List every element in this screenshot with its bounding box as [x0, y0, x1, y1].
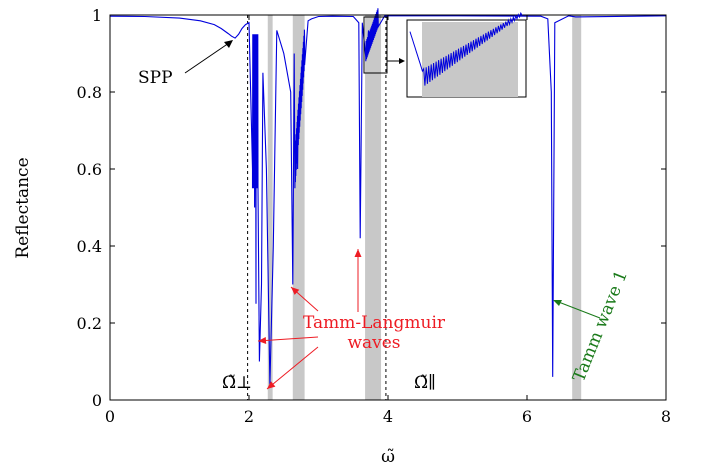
- omega-par-label: Ω̃∥: [414, 373, 436, 393]
- tamm-wave-arrow: [555, 300, 601, 319]
- x-axis-label: ω̃: [381, 447, 395, 467]
- tick-group: 0 2 4 6 8 0 0.2 0.4 0.6 0.8 1: [77, 6, 672, 426]
- inset-plot: [406, 11, 527, 98]
- gray-band: [572, 15, 582, 400]
- y-tick-label: 0: [92, 391, 102, 410]
- waves-label: waves: [347, 333, 400, 353]
- spp-arrow-head: [224, 40, 233, 48]
- zoom-box: [363, 16, 388, 74]
- tamm-langmuir-arrows: [257, 249, 362, 390]
- inset-line: [409, 11, 523, 86]
- x-tick-label: 0: [105, 407, 115, 426]
- y-tick-label: 0.4: [77, 237, 102, 256]
- red-arrow-head: [354, 249, 362, 257]
- inset-gray-band: [422, 22, 518, 97]
- y-tick-label: 0.8: [77, 83, 102, 102]
- y-axis-label: Reflectance: [13, 157, 33, 258]
- red-arrow-head: [291, 287, 300, 295]
- gray-band: [292, 15, 305, 400]
- omega-perp-label: Ω̃⊥: [222, 373, 252, 393]
- reflectance-line: [109, 8, 667, 385]
- red-arrow-head: [267, 381, 276, 389]
- x-tick-label: 4: [383, 407, 393, 426]
- tamm-langmuir-label: Tamm-Langmuir: [303, 313, 446, 333]
- tamm-wave-arrow-head: [553, 300, 562, 306]
- red-arrow-head: [258, 336, 267, 344]
- dashed-line-group: [247, 15, 387, 400]
- y-tick-label: 0.2: [77, 314, 102, 333]
- red-arrow: [257, 336, 319, 342]
- gray-band: [365, 15, 382, 400]
- spp-arrow: [184, 42, 230, 74]
- spp-annotation: SPP: [138, 68, 173, 88]
- gray-band-group: [267, 15, 582, 400]
- x-tick-label: 6: [522, 407, 532, 426]
- x-tick-label: 8: [661, 407, 671, 426]
- x-tick-label: 2: [244, 407, 254, 426]
- y-tick-label: 1: [92, 6, 102, 25]
- gray-band: [267, 15, 273, 400]
- y-tick-label: 0.6: [77, 160, 102, 179]
- zoom-arrow-head: [399, 58, 405, 64]
- red-arrow: [266, 346, 319, 390]
